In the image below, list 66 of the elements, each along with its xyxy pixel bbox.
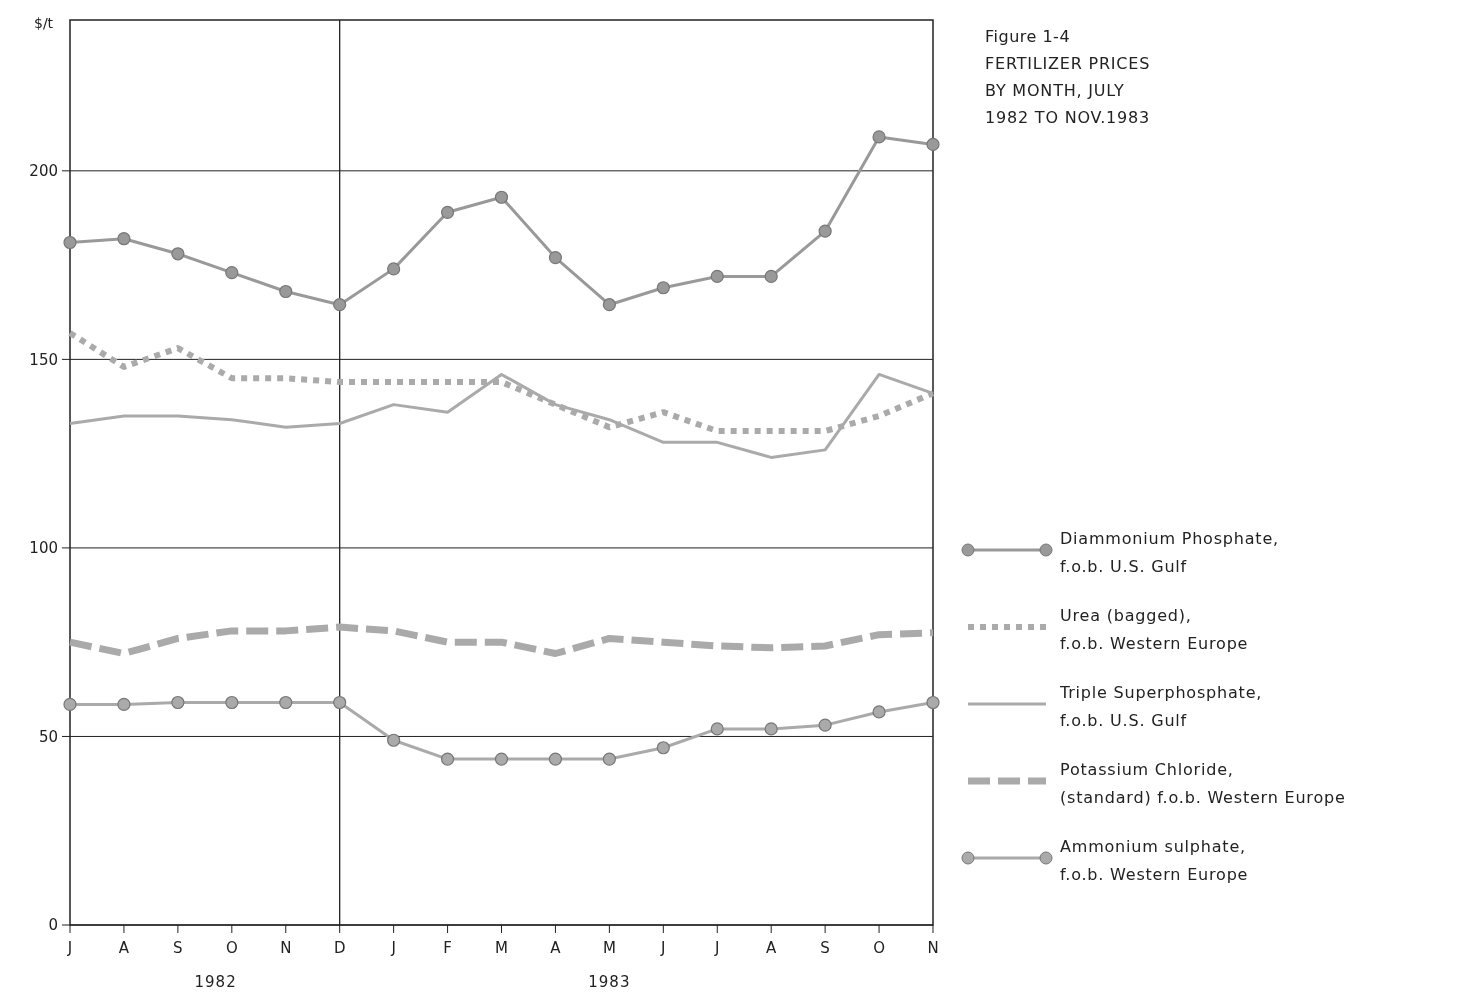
- x-tick-label: O: [873, 939, 885, 957]
- point: [602, 298, 616, 312]
- point: [117, 232, 131, 246]
- point: [171, 695, 185, 710]
- point: [764, 722, 778, 736]
- point: [225, 266, 239, 280]
- legend-label: Diammonium Phosphate, f.o.b. U.S. Gulf: [1060, 529, 1279, 576]
- point: [710, 722, 724, 736]
- point: [387, 733, 401, 747]
- x-tick-label: A: [550, 939, 562, 957]
- x-tick-label: M: [602, 939, 616, 957]
- x-tick-label: A: [766, 939, 778, 957]
- y-tick-label: 150: [29, 350, 58, 369]
- text: FERTILIZER PRICES BY MONTH, JULY 1982 TO NOV.1983: [985, 54, 1151, 127]
- point: [333, 298, 347, 312]
- point: [494, 190, 509, 204]
- x-tick-label: J: [390, 939, 396, 957]
- point: [548, 250, 563, 265]
- point: [764, 269, 778, 284]
- text: 1983: [588, 973, 631, 991]
- point: [872, 130, 886, 144]
- legend-label: Ammonium sulphate, f.o.b. Western Europe: [1060, 837, 1249, 884]
- point: [494, 752, 509, 766]
- y-tick-label: 50: [38, 727, 58, 746]
- point: [548, 752, 563, 766]
- legend-label: Potassium Chloride, (standard) f.o.b. Western Europe: [1060, 760, 1346, 807]
- point: [279, 695, 293, 710]
- point: [926, 695, 940, 710]
- point: [225, 695, 239, 710]
- point: [171, 247, 185, 261]
- point: [387, 262, 401, 276]
- y-tick-label: 100: [29, 539, 58, 558]
- point: [440, 205, 455, 219]
- x-tick-label: S: [173, 939, 183, 957]
- point: [926, 137, 940, 152]
- y-tick-label: 0: [48, 916, 58, 935]
- x-tick-label: J: [660, 939, 666, 957]
- point: [117, 697, 131, 712]
- point: [279, 284, 293, 299]
- text: Figure 1-4: [985, 27, 1071, 46]
- point: [63, 235, 77, 250]
- y-tick-label: 200: [29, 162, 58, 181]
- x-tick-label: F: [443, 939, 452, 957]
- x-tick-label: O: [225, 939, 238, 957]
- y-axis-title: $/t: [34, 15, 54, 31]
- x-tick-label: M: [495, 939, 508, 957]
- x-tick-label: S: [820, 939, 830, 957]
- point: [818, 224, 832, 238]
- point: [710, 269, 724, 284]
- x-tick-label: A: [118, 939, 130, 957]
- point: [656, 281, 670, 295]
- legend-label: Triple Superphosphate, f.o.b. U.S. Gulf: [1059, 683, 1263, 730]
- point: [818, 718, 832, 732]
- point: [602, 752, 616, 766]
- x-tick-label: N: [280, 939, 292, 957]
- point: [440, 752, 455, 766]
- text: 1982: [194, 973, 237, 991]
- point: [333, 695, 347, 710]
- x-tick-label: N: [927, 939, 939, 957]
- x-tick-label: D: [333, 939, 346, 957]
- legend-label: Urea (bagged), f.o.b. Western Europe: [1060, 606, 1249, 653]
- x-tick-label: J: [714, 939, 720, 957]
- point: [656, 741, 670, 755]
- x-tick-label: J: [66, 939, 73, 957]
- point: [872, 705, 886, 719]
- point: [63, 697, 77, 712]
